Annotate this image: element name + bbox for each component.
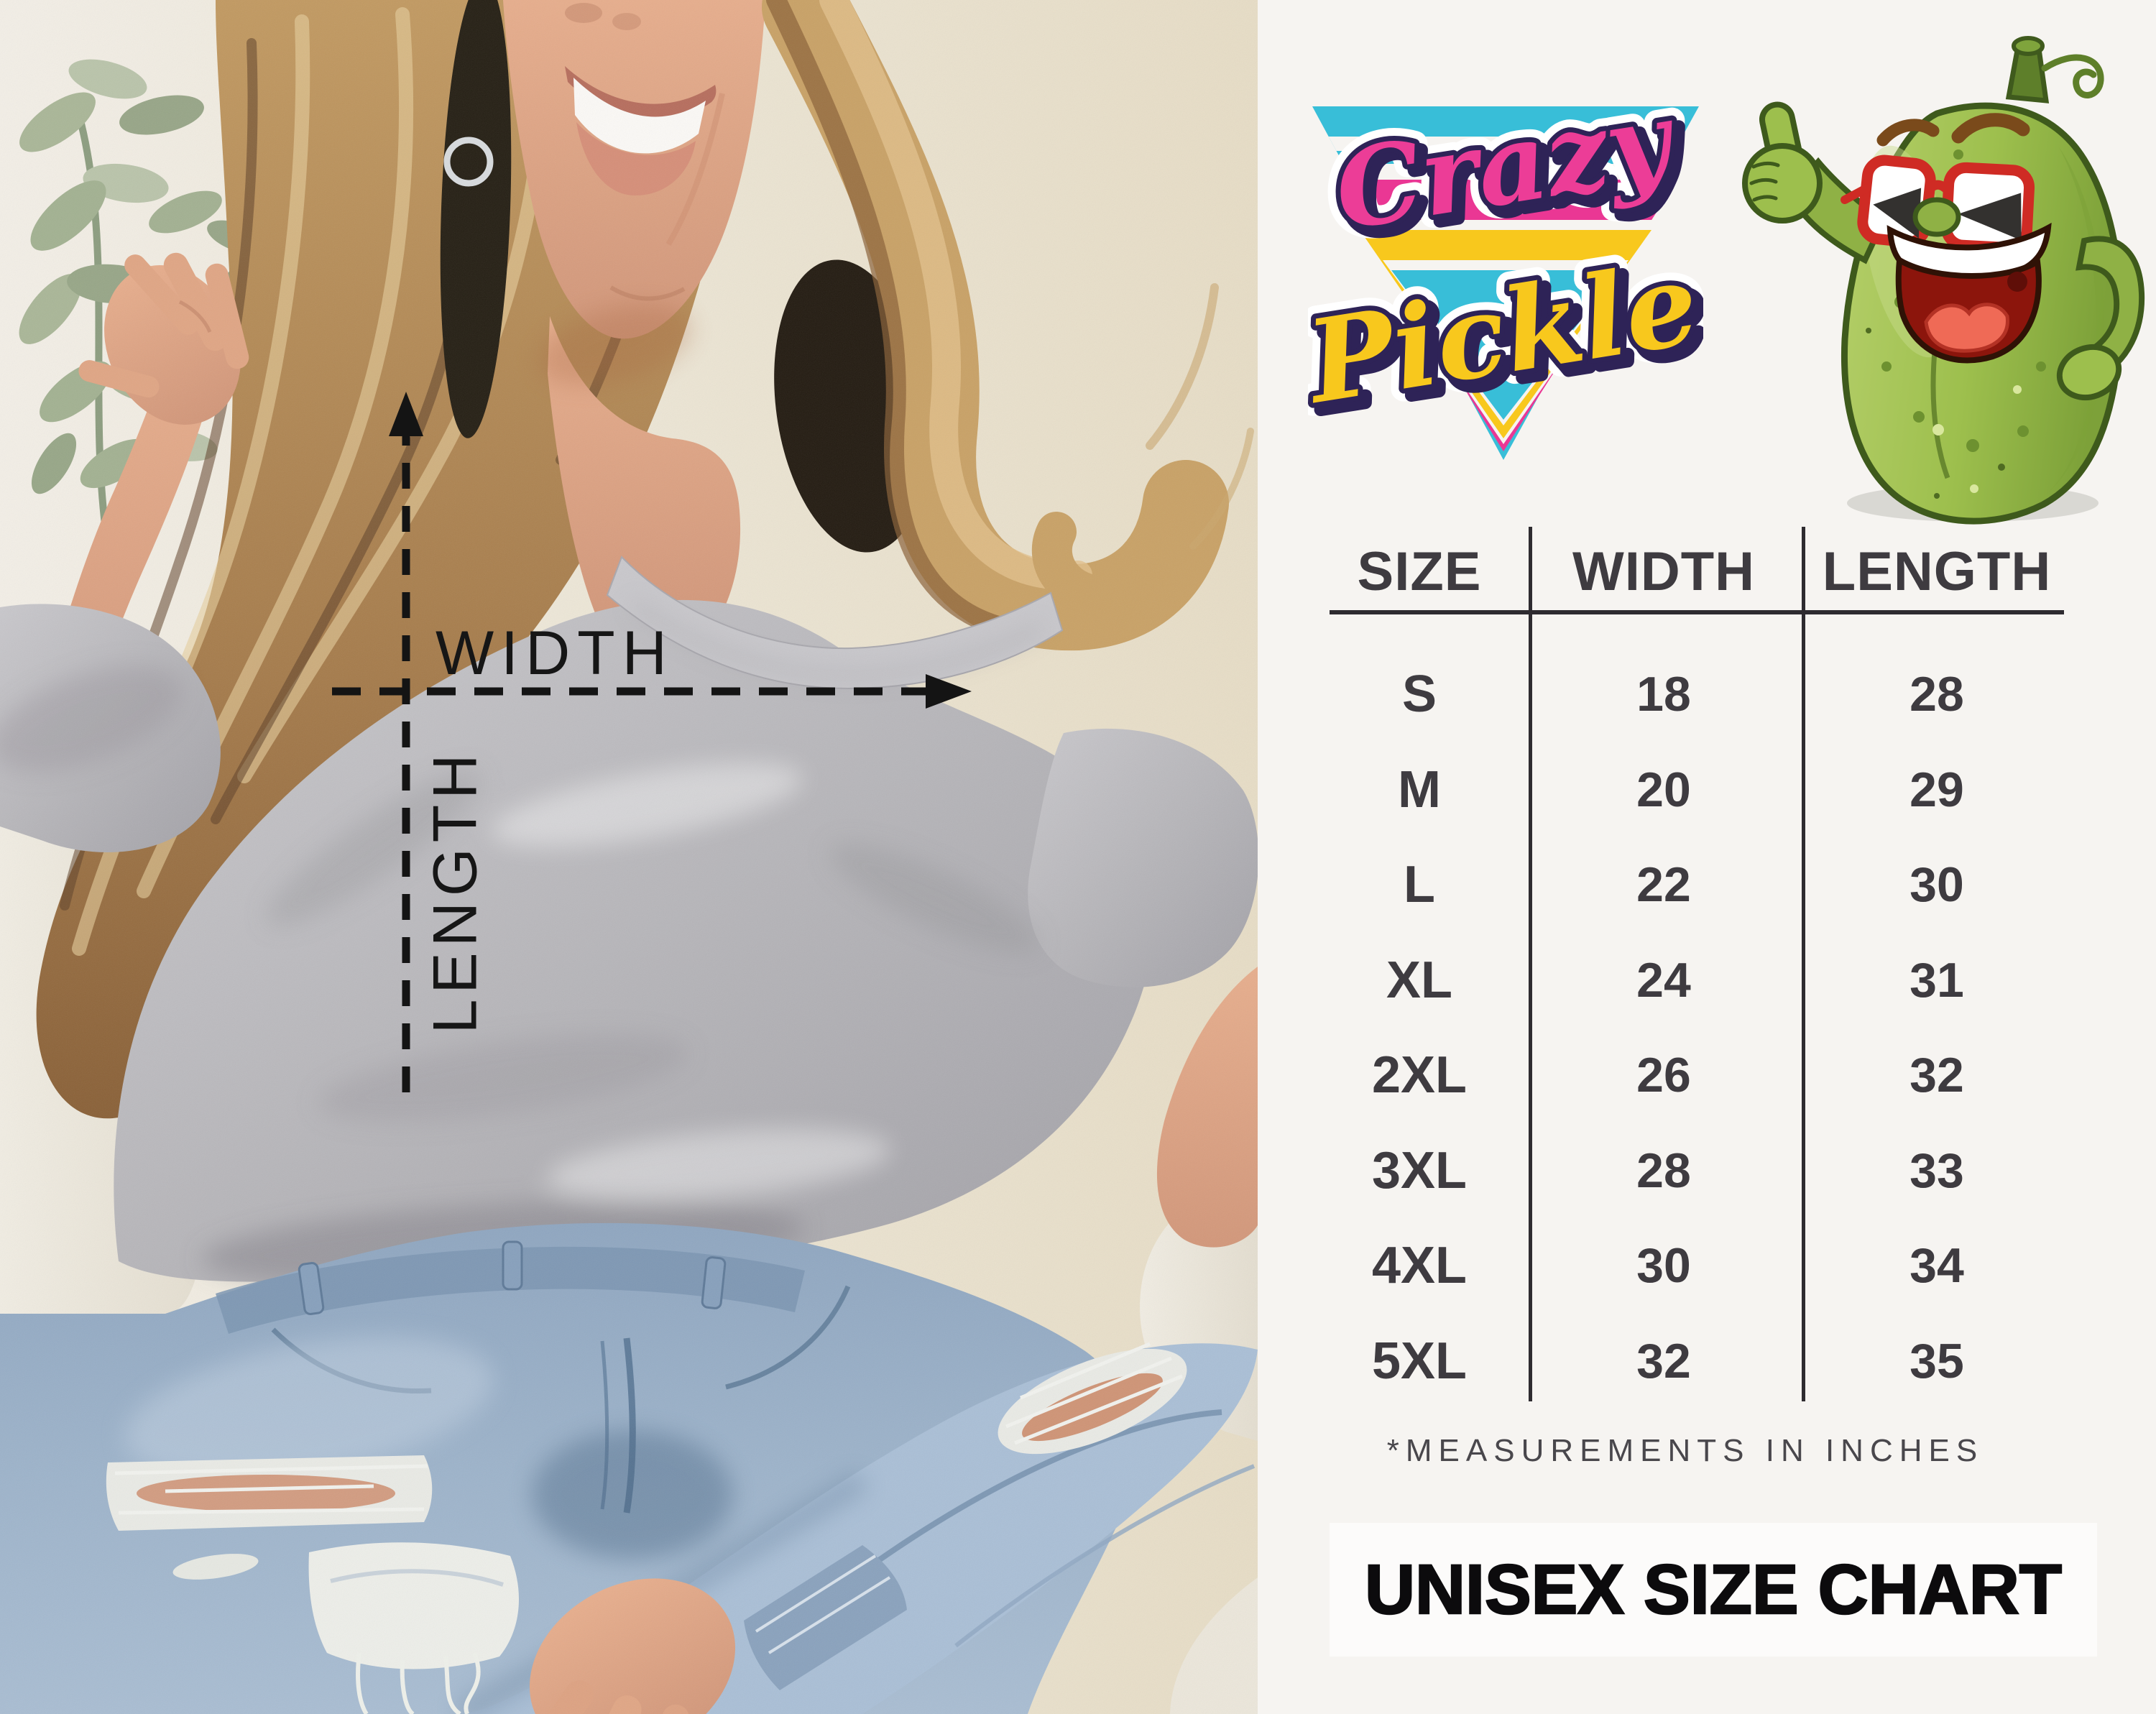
hip-arm bbox=[2056, 236, 2145, 401]
table-row: 5XL 32 35 bbox=[1258, 1314, 2156, 1409]
length-value: 35 bbox=[1909, 1333, 1964, 1388]
width-value: 26 bbox=[1636, 1048, 1691, 1103]
length-value: 32 bbox=[1909, 1048, 1964, 1103]
eyebrow-left bbox=[1876, 119, 1940, 147]
header-length: LENGTH bbox=[1822, 540, 2052, 602]
size-value: XL bbox=[1386, 951, 1452, 1009]
width-value: 20 bbox=[1636, 762, 1691, 817]
table-row: 2XL 26 32 bbox=[1258, 1028, 2156, 1123]
size-value: 4XL bbox=[1371, 1237, 1468, 1295]
measurements-note: *MEASUREMENTS IN INCHES bbox=[1386, 1433, 1984, 1468]
column-divider-1 bbox=[1529, 527, 1532, 1401]
table-row: 3XL 28 33 bbox=[1258, 1123, 2156, 1219]
length-value: 30 bbox=[1909, 857, 1964, 913]
size-value: L bbox=[1404, 856, 1435, 914]
column-divider-2 bbox=[1802, 527, 1805, 1401]
title-strip: UNISEX SIZE CHART bbox=[1330, 1523, 2097, 1657]
width-value: 22 bbox=[1636, 857, 1691, 913]
retro-triangle-icon bbox=[1312, 106, 1699, 460]
nose bbox=[1912, 197, 1961, 237]
width-value: 18 bbox=[1636, 667, 1691, 722]
chart-title: UNISEX SIZE CHART bbox=[1364, 1549, 2063, 1630]
size-value: S bbox=[1401, 665, 1437, 724]
mouth bbox=[1886, 222, 2052, 364]
length-value: 34 bbox=[1909, 1238, 1964, 1294]
table-row: M 20 29 bbox=[1258, 742, 2156, 838]
table-row: S 18 28 bbox=[1258, 647, 2156, 742]
size-value: M bbox=[1398, 760, 1441, 819]
table-row: L 22 30 bbox=[1258, 837, 2156, 933]
header-size: SIZE bbox=[1357, 540, 1482, 602]
product-photo: WIDTH LENGTH bbox=[0, 0, 1258, 1714]
eyebrow-right bbox=[1951, 113, 2030, 144]
length-value: 31 bbox=[1909, 952, 1964, 1008]
size-value: 3XL bbox=[1371, 1141, 1468, 1199]
up-arrow-icon bbox=[389, 392, 423, 436]
table-row: XL 24 31 bbox=[1258, 933, 2156, 1028]
size-value: 2XL bbox=[1371, 1046, 1468, 1105]
size-chart-panel: Crazy Crazy Crazy Pickle Pickle Pickle bbox=[1258, 0, 2156, 1714]
table-row: 4XL 30 34 bbox=[1258, 1218, 2156, 1314]
width-value: 32 bbox=[1636, 1333, 1691, 1388]
length-label: LENGTH bbox=[421, 749, 490, 1034]
pickle-mascot bbox=[1742, 36, 2145, 525]
measurement-arrows bbox=[332, 392, 972, 1092]
photo-grain bbox=[0, 0, 1258, 1714]
length-value: 29 bbox=[1909, 762, 1964, 817]
width-value: 30 bbox=[1636, 1238, 1691, 1294]
header-underline bbox=[1330, 610, 2064, 614]
length-value: 33 bbox=[1909, 1143, 1964, 1198]
crazy-pickle-logo: Crazy Crazy Crazy Pickle Pickle Pickle bbox=[1308, 63, 1703, 460]
header-width: WIDTH bbox=[1572, 540, 1756, 602]
thumbs-up-arm bbox=[1742, 101, 1888, 264]
width-value: 28 bbox=[1636, 1143, 1691, 1198]
width-label: WIDTH bbox=[436, 619, 674, 688]
size-value: 5XL bbox=[1371, 1332, 1468, 1390]
width-value: 24 bbox=[1636, 952, 1691, 1008]
table-header-row: SIZE WIDTH LENGTH bbox=[1258, 538, 2156, 605]
mascot-face bbox=[1841, 113, 2052, 364]
size-table: S 18 28 M 20 29 L 22 30 XL 24 31 2XL 26 bbox=[1258, 647, 2156, 1409]
length-value: 28 bbox=[1909, 667, 1964, 722]
pickle-stem bbox=[2005, 36, 2104, 103]
right-arrow-icon bbox=[926, 674, 972, 709]
